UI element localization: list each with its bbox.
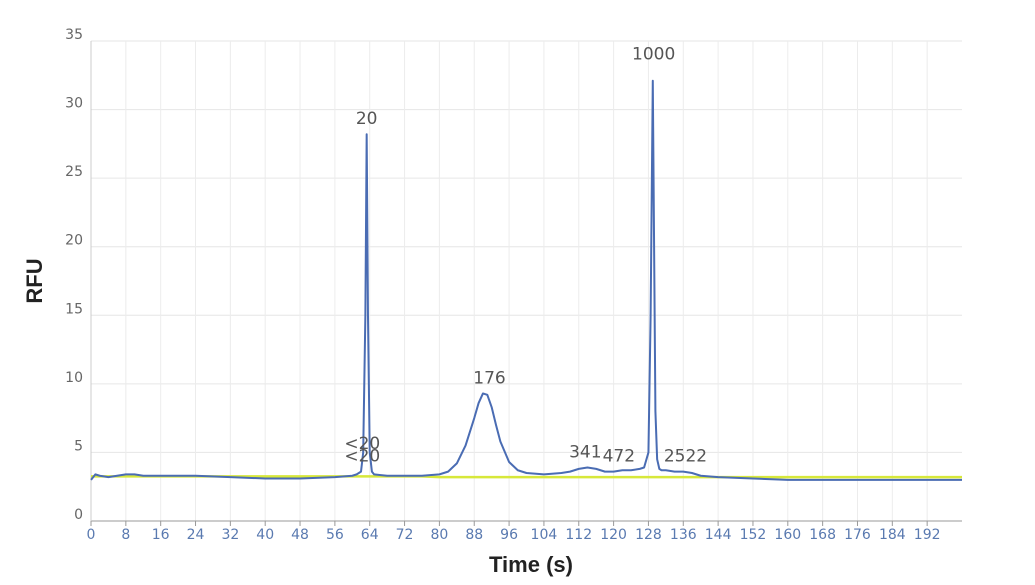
peak-label: 176 — [473, 368, 505, 388]
y-tick-label: 25 — [65, 164, 83, 180]
y-tick-label: 0 — [74, 507, 83, 523]
y-tick-label: 15 — [65, 301, 83, 317]
x-tick-label: 88 — [465, 527, 483, 543]
series-line — [90, 79, 962, 481]
x-tick-label: 104 — [531, 527, 558, 543]
x-tick-label: 120 — [600, 527, 627, 543]
y-tick-label: 5 — [74, 438, 83, 454]
y-tick-label: 30 — [65, 96, 83, 112]
x-tick-label: 16 — [152, 527, 170, 543]
x-tick-label: 56 — [326, 527, 344, 543]
x-tick-label: 184 — [879, 527, 906, 543]
x-tick-label: 8 — [121, 527, 130, 543]
peak-label: 2522 — [664, 447, 707, 467]
x-tick-label: 0 — [87, 527, 96, 543]
x-tick-label: 144 — [705, 527, 732, 543]
peak-label: 472 — [603, 447, 635, 467]
x-tick-label: 136 — [670, 527, 697, 543]
x-tick-label: 96 — [500, 527, 518, 543]
x-tick-label: 160 — [774, 527, 801, 543]
y-tick-label: 20 — [65, 233, 83, 249]
x-tick-label: 24 — [187, 527, 205, 543]
peak-label: 1000 — [632, 45, 675, 65]
y-tick-label: 35 — [65, 27, 83, 43]
x-tick-label: 48 — [291, 527, 309, 543]
x-tick-label: 176 — [844, 527, 871, 543]
peak-label: 341 — [569, 442, 601, 462]
peak-label: 20 — [356, 109, 378, 129]
x-axis-title: Time (s) — [489, 552, 573, 577]
y-tick-label: 10 — [65, 370, 83, 386]
x-tick-label: 72 — [396, 527, 414, 543]
x-tick-label: 112 — [565, 527, 592, 543]
x-tick-label: 40 — [256, 527, 274, 543]
x-tick-label: 168 — [809, 527, 836, 543]
x-tick-label: 64 — [361, 527, 379, 543]
x-tick-label: 192 — [914, 527, 941, 543]
peak-label: <20 — [344, 434, 380, 454]
peak-label: <20 — [344, 447, 380, 467]
y-axis-title: RFU — [22, 258, 47, 303]
x-tick-label: 32 — [221, 527, 239, 543]
x-tick-label: 128 — [635, 527, 662, 543]
x-tick-label: 80 — [430, 527, 448, 543]
x-tick-label: 152 — [740, 527, 767, 543]
